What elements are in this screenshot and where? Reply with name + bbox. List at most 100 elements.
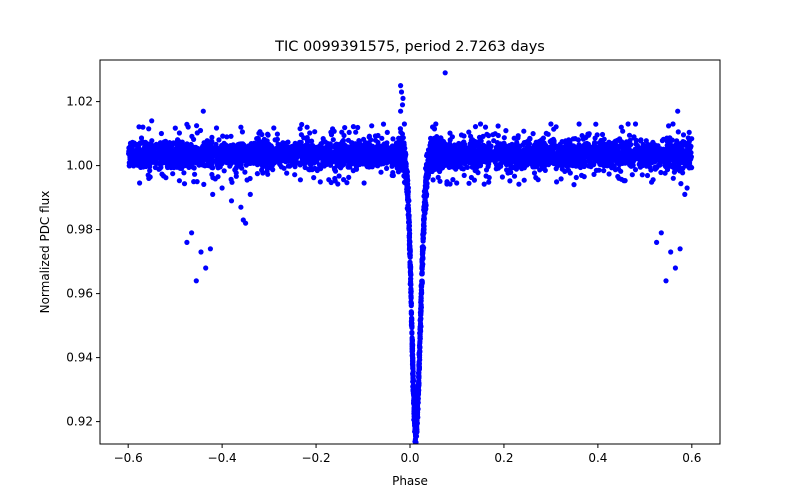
data-point — [632, 167, 639, 173]
data-point — [248, 145, 254, 151]
data-point — [649, 179, 655, 185]
data-point — [328, 132, 335, 138]
data-point — [235, 162, 241, 168]
data-point — [633, 137, 639, 143]
data-point — [299, 155, 305, 161]
data-point — [346, 174, 352, 180]
data-point — [160, 148, 166, 154]
data-point — [644, 156, 650, 162]
data-point — [455, 159, 461, 165]
data-point — [390, 170, 396, 176]
data-point — [214, 155, 220, 161]
data-point — [342, 147, 348, 153]
data-point — [658, 169, 664, 176]
data-point — [676, 161, 682, 167]
data-point — [348, 156, 354, 162]
data-point — [228, 176, 234, 182]
data-point — [687, 155, 693, 161]
data-point — [570, 163, 576, 169]
data-point — [618, 168, 624, 174]
data-point — [345, 153, 351, 159]
data-point — [321, 154, 327, 160]
data-point — [629, 161, 636, 168]
data-point — [297, 177, 303, 183]
data-point — [346, 129, 352, 135]
data-point — [625, 121, 631, 127]
data-point — [398, 129, 404, 135]
data-point — [421, 218, 427, 224]
data-point — [633, 146, 640, 152]
data-point — [521, 128, 527, 134]
data-point — [314, 166, 320, 172]
data-point — [256, 130, 262, 136]
data-point — [530, 131, 536, 137]
data-point — [554, 161, 560, 168]
data-point — [667, 163, 673, 169]
data-point — [146, 126, 152, 132]
data-point — [356, 138, 362, 144]
data-point — [210, 175, 216, 181]
data-point — [145, 144, 151, 150]
data-point — [358, 152, 364, 158]
data-point — [599, 131, 606, 138]
data-point — [295, 142, 301, 148]
data-point — [158, 130, 164, 137]
data-point — [623, 147, 629, 153]
data-point — [364, 164, 370, 170]
data-point — [686, 129, 692, 135]
data-point — [678, 151, 684, 157]
data-point — [538, 140, 544, 146]
data-point — [459, 140, 465, 146]
data-point — [676, 166, 682, 173]
data-point — [350, 168, 356, 174]
data-point — [564, 151, 570, 157]
data-point — [545, 131, 551, 137]
data-point — [515, 158, 521, 164]
data-point — [345, 137, 351, 143]
data-point — [600, 160, 607, 166]
data-point — [316, 153, 322, 159]
data-point — [482, 124, 489, 130]
data-point — [194, 156, 200, 162]
data-point — [326, 159, 332, 165]
data-point — [495, 165, 501, 171]
data-point — [236, 141, 242, 147]
data-point — [540, 135, 547, 141]
data-point — [384, 129, 390, 135]
data-point — [155, 151, 161, 157]
data-point — [476, 139, 482, 145]
data-point — [486, 179, 492, 185]
data-point — [375, 161, 381, 167]
data-point — [430, 177, 436, 183]
data-point — [331, 144, 337, 150]
data-point — [557, 156, 564, 162]
data-point — [511, 165, 517, 171]
data-point — [176, 178, 182, 184]
data-point — [271, 125, 277, 131]
data-point — [615, 173, 621, 180]
data-point — [484, 131, 490, 137]
data-point — [341, 177, 347, 183]
data-point — [274, 131, 280, 137]
data-point — [209, 134, 215, 140]
data-point — [665, 144, 671, 150]
data-point — [547, 149, 553, 155]
data-point — [494, 145, 500, 151]
data-point — [344, 180, 350, 186]
data-point — [507, 178, 513, 184]
data-point — [662, 170, 668, 176]
chart-title: TIC 0099391575, period 2.7263 days — [274, 39, 545, 55]
data-point — [265, 131, 271, 137]
data-point — [526, 157, 532, 163]
data-point — [167, 140, 173, 146]
data-point — [450, 158, 456, 164]
data-point — [450, 177, 456, 183]
data-point — [586, 156, 593, 162]
data-point — [201, 181, 207, 187]
data-point — [533, 175, 539, 181]
data-point — [516, 181, 522, 187]
data-point — [283, 152, 289, 158]
data-point — [172, 158, 178, 164]
data-point — [644, 172, 651, 179]
data-point — [143, 140, 149, 146]
